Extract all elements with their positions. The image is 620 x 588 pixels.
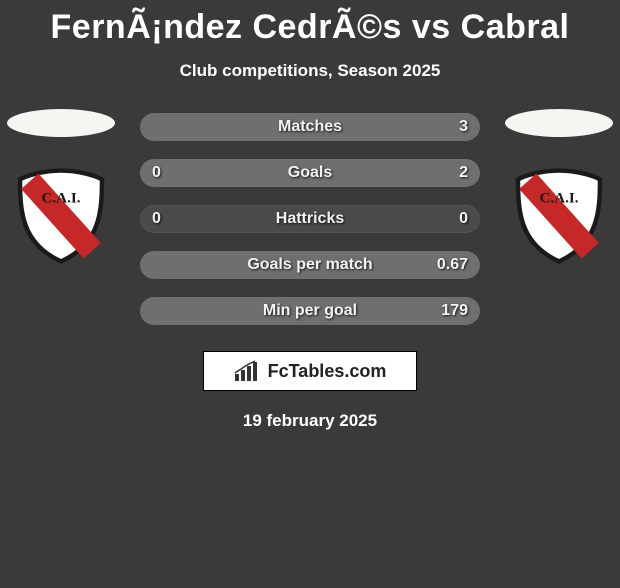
stat-value-right: 0 [459, 210, 468, 228]
stat-label: Min per goal [263, 302, 357, 320]
player-right-club-badge: C.A.I. [510, 167, 608, 265]
stat-row: Goals per match 0.67 [140, 251, 480, 279]
stats-list: Matches 3 0 Goals 2 0 Hattricks 0 Goals per matc… [140, 113, 480, 325]
stat-label: Matches [278, 118, 342, 136]
player-left-club-badge: C.A.I. [12, 167, 110, 265]
player-left-avatar-placeholder [7, 109, 115, 137]
bar-chart-icon [234, 360, 262, 382]
stat-value-left: 0 [152, 210, 161, 228]
page-title: FernÃ¡ndez CedrÃ©s vs Cabral [0, 8, 620, 47]
stat-value-right: 2 [459, 164, 468, 182]
stat-row: 0 Goals 2 [140, 159, 480, 187]
stat-value-right: 3 [459, 118, 468, 136]
player-right-column: C.A.I. [504, 109, 614, 265]
player-left-column: C.A.I. [6, 109, 116, 265]
subtitle: Club competitions, Season 2025 [0, 61, 620, 81]
brand-label: FcTables.com [268, 361, 387, 382]
svg-text:C.A.I.: C.A.I. [539, 191, 578, 207]
date-line: 19 february 2025 [0, 411, 620, 431]
stat-label: Goals [288, 164, 332, 182]
stat-row: Matches 3 [140, 113, 480, 141]
stat-label: Hattricks [276, 210, 344, 228]
club-shield-icon: C.A.I. [510, 167, 608, 265]
stat-value-right: 0.67 [437, 256, 468, 274]
svg-text:C.A.I.: C.A.I. [41, 191, 80, 207]
stat-row: 0 Hattricks 0 [140, 205, 480, 233]
player-right-avatar-placeholder [505, 109, 613, 137]
stat-value-right: 179 [441, 302, 468, 320]
stat-label: Goals per match [247, 256, 372, 274]
stat-value-left: 0 [152, 164, 161, 182]
comparison-arena: C.A.I. C.A.I. Matches30Goals20Hattricks0… [0, 113, 620, 325]
brand-box[interactable]: FcTables.com [203, 351, 417, 391]
stat-row: Min per goal 179 [140, 297, 480, 325]
club-shield-icon: C.A.I. [12, 167, 110, 265]
